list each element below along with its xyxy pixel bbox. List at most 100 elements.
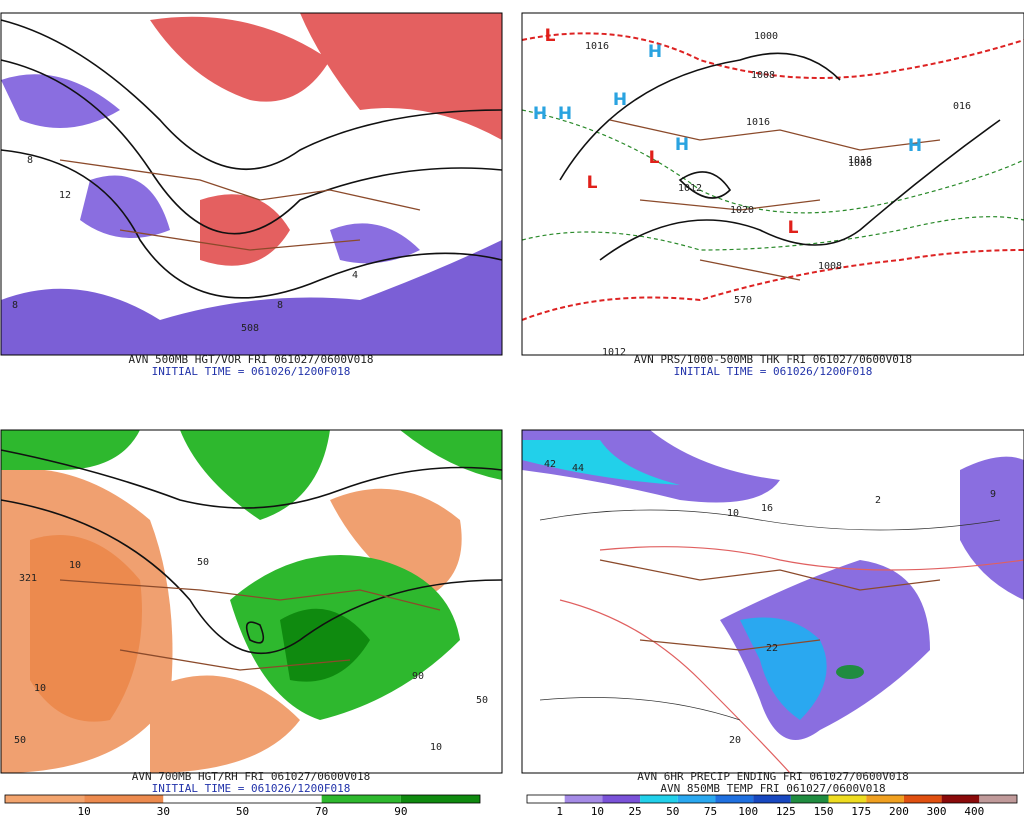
panel-precip: 42 44 10 16 2 9 22 20 AVN 6HR PRECIP END… <box>521 429 1024 818</box>
contour-label: 16 <box>761 503 773 514</box>
high-marker: H <box>648 42 662 62</box>
map-frame <box>0 429 503 774</box>
isobar-label: 1020 <box>730 205 754 216</box>
legend-swatch <box>790 795 829 803</box>
vorticity-area <box>150 13 502 266</box>
caption: INITIAL TIME = 061026/1200F018 <box>152 365 351 378</box>
legend-label: 50 <box>666 805 679 818</box>
legend-label: 70 <box>315 805 328 818</box>
isobar-label: 1012 <box>602 347 626 358</box>
contour-label: 8 <box>277 300 283 311</box>
color-legend: 10 30 50 70 90 <box>4 794 481 818</box>
legend-swatch <box>527 795 565 803</box>
contour-label: 10 <box>34 683 46 694</box>
legend-swatch <box>828 795 867 803</box>
contour-label: 508 <box>241 323 259 334</box>
legend-swatch <box>242 795 322 803</box>
panel-500mb: 8 12 8 4 8 508 AVN 500MB HGT/VOR FRI 061… <box>0 12 503 378</box>
legend-swatch <box>753 795 791 803</box>
legend-swatch <box>903 795 942 803</box>
high-marker: H <box>675 135 689 155</box>
contour-label: 90 <box>412 671 424 682</box>
contour-label: 42 <box>544 459 556 470</box>
legend-swatch <box>866 795 904 803</box>
legend-label: 400 <box>964 805 984 818</box>
legend-label: 30 <box>157 805 170 818</box>
contour-label: 8 <box>27 155 33 166</box>
caption: INITIAL TIME = 061026/1200F018 <box>152 782 351 795</box>
legend-label: 1 <box>556 805 563 818</box>
caption: INITIAL TIME = 061026/1200F018 <box>674 365 873 378</box>
legend-border <box>4 794 481 804</box>
high-marker: H <box>613 90 627 110</box>
low-marker: L <box>587 173 598 193</box>
contour-label: 50 <box>197 557 209 568</box>
contour-label: 10 <box>69 560 81 571</box>
legend-swatch <box>163 795 243 803</box>
contour-label: 8 <box>12 300 18 311</box>
vorticity-area <box>1 74 420 264</box>
contour-label: 321 <box>19 573 37 584</box>
isobar-label: 1012 <box>678 183 702 194</box>
legend-swatch <box>5 795 85 803</box>
precip-area <box>522 440 680 485</box>
caption: AVN 500MB HGT/VOR FRI 061027/0600V018 <box>128 353 373 366</box>
low-marker: L <box>788 218 799 238</box>
high-marker: H <box>908 136 922 156</box>
rh-dry <box>30 535 142 722</box>
contour-label: 9 <box>990 489 996 500</box>
legend-label: 10 <box>591 805 604 818</box>
legend-swatch <box>321 795 401 803</box>
contour-label: 20 <box>729 735 741 746</box>
low-marker: L <box>545 26 556 46</box>
caption: AVN PRS/1000-500MB THK FRI 061027/0600V0… <box>634 353 912 366</box>
low-marker: L <box>649 148 660 168</box>
legend-border <box>526 794 1018 804</box>
high-marker: H <box>558 104 572 124</box>
legend-swatch <box>640 795 678 803</box>
map-frame <box>521 12 1024 356</box>
contour-label: 44 <box>572 463 584 474</box>
legend-label: 10 <box>78 805 91 818</box>
legend-label: 25 <box>628 805 641 818</box>
contour-label: 50 <box>476 695 488 706</box>
precip-area <box>836 665 864 679</box>
isobar-label: 1000 <box>754 31 778 42</box>
contour-label: 12 <box>59 190 71 201</box>
legend-swatch <box>677 795 716 803</box>
legend-label: 125 <box>776 805 796 818</box>
legend-swatch <box>400 795 480 803</box>
isobar-label: 1016 <box>585 41 609 52</box>
legend-swatch <box>84 795 164 803</box>
isobar-label: 1008 <box>818 261 842 272</box>
legend-label: 100 <box>738 805 758 818</box>
legend-swatch <box>941 795 980 803</box>
thickness-label: 570 <box>734 295 752 306</box>
legend-swatch <box>979 795 1017 803</box>
rh-dry <box>150 488 462 773</box>
legend-label: 200 <box>889 805 909 818</box>
legend-swatch <box>564 795 603 803</box>
color-legend: 1 10 25 50 75 100 125 150 175 200 300 400 <box>526 794 1018 818</box>
isobar-label: 1016 <box>746 117 770 128</box>
caption: AVN 700MB HGT/RH FRI 061027/0600V018 <box>132 770 370 783</box>
contour-label: 22 <box>766 643 778 654</box>
legend-label: 175 <box>851 805 871 818</box>
rh-moist <box>280 608 370 682</box>
high-marker: H <box>533 104 547 124</box>
caption: AVN 850MB TEMP FRI 061027/0600V018 <box>660 782 885 795</box>
rh-moist <box>1 430 330 520</box>
contour-label: 10 <box>430 742 442 753</box>
isobar-label: 1008 <box>751 70 775 81</box>
contour-label: 10 <box>727 508 739 519</box>
isobar-label: 1008 <box>848 158 872 169</box>
contour-label: 50 <box>14 735 26 746</box>
legend-swatch <box>715 795 754 803</box>
isobar-label: 016 <box>953 101 971 112</box>
contour-label: 2 <box>875 495 881 506</box>
legend-label: 150 <box>814 805 834 818</box>
panel-pressure: L 1016 H 1000 1008 H H H 1016 L H 1008 L… <box>521 12 1024 378</box>
precip-area <box>740 617 827 720</box>
map-frame <box>521 429 1024 774</box>
